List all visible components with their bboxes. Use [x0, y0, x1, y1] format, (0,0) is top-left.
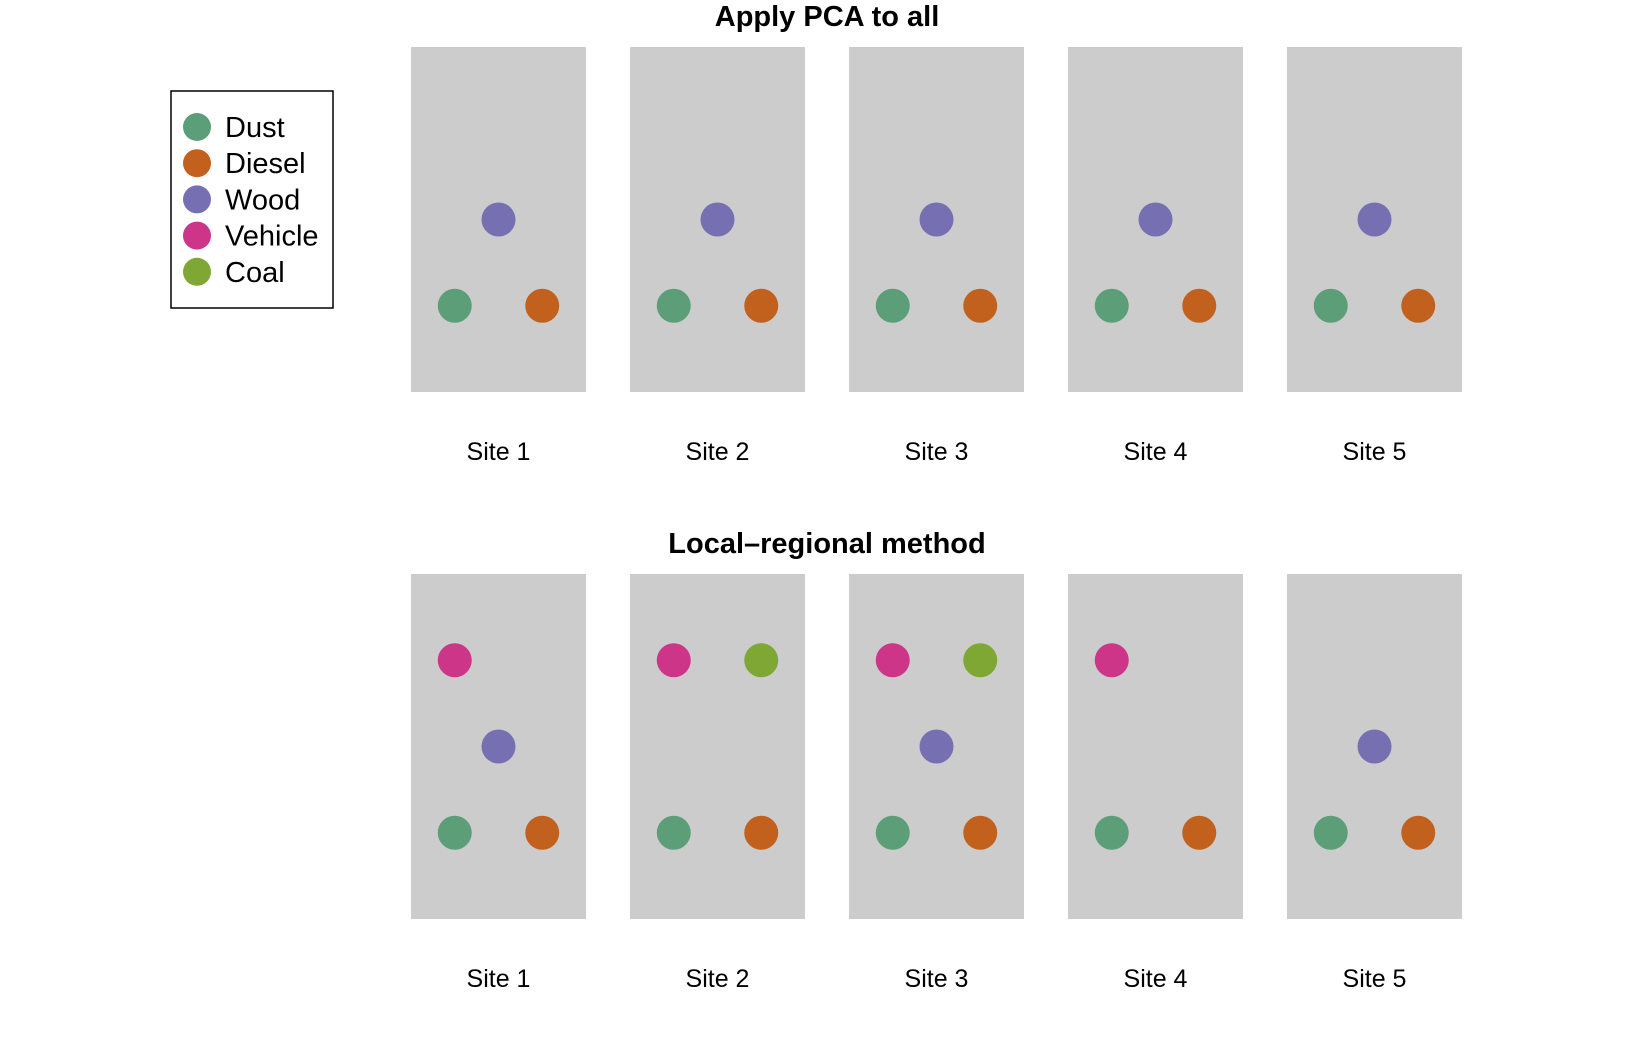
site-label: Site 1 — [467, 438, 531, 466]
site-4: Site 4 — [1068, 47, 1243, 466]
source-dot-diesel — [1182, 815, 1217, 850]
panel-title: Apply PCA to all — [715, 1, 940, 33]
source-dot-dust — [656, 288, 691, 323]
source-dot-diesel — [744, 815, 779, 850]
source-dot-dust — [1313, 815, 1348, 850]
site-label: Site 4 — [1124, 438, 1188, 466]
legend-label-vehicle: Vehicle — [225, 221, 319, 253]
legend-marker-vehicle — [183, 221, 211, 250]
source-dot-diesel — [744, 288, 779, 323]
site-label: Site 5 — [1343, 965, 1407, 993]
source-dot-wood — [919, 202, 954, 237]
source-dot-wood — [919, 729, 954, 764]
source-dot-wood — [1357, 202, 1392, 237]
site-label: Site 4 — [1124, 965, 1188, 993]
source-dot-dust — [656, 815, 691, 850]
site-box — [630, 574, 805, 919]
source-dot-diesel — [1401, 815, 1436, 850]
site-3: Site 3 — [849, 574, 1024, 993]
site-label: Site 2 — [686, 438, 750, 466]
legend-marker-dust — [183, 113, 211, 141]
site-3: Site 3 — [849, 47, 1024, 466]
legend-marker-coal — [183, 257, 211, 286]
source-dot-dust — [875, 815, 910, 850]
site-box — [1068, 574, 1243, 919]
source-dot-wood — [1138, 202, 1173, 237]
legend-marker-diesel — [183, 149, 211, 178]
legend-label-dust: Dust — [225, 112, 285, 144]
source-dot-dust — [1094, 288, 1129, 323]
source-dot-wood — [481, 202, 516, 237]
site-5: Site 5 — [1287, 47, 1462, 466]
source-dot-coal — [963, 643, 998, 678]
panel-2: Local–regional method Site 1 Site 2 Site 3 S… — [411, 528, 1462, 993]
legend-label-diesel: Diesel — [225, 148, 306, 180]
panel-title: Local–regional method — [668, 528, 985, 560]
site-4: Site 4 — [1068, 574, 1243, 993]
source-dot-coal — [744, 643, 779, 678]
site-label: Site 1 — [467, 965, 531, 993]
site-1: Site 1 — [411, 574, 586, 993]
source-dot-dust — [437, 288, 472, 323]
source-dot-vehicle — [1094, 643, 1129, 678]
legend: Dust Diesel Wood Vehicle Coal — [170, 90, 334, 309]
site-1: Site 1 — [411, 47, 586, 466]
source-dot-vehicle — [875, 643, 910, 678]
source-dot-wood — [700, 202, 735, 237]
source-dot-diesel — [1401, 288, 1436, 323]
source-dot-wood — [1357, 729, 1392, 764]
legend-label-wood: Wood — [225, 184, 300, 216]
source-dot-diesel — [963, 288, 998, 323]
source-dot-dust — [1313, 288, 1348, 323]
site-label: Site 2 — [686, 965, 750, 993]
site-5: Site 5 — [1287, 574, 1462, 993]
source-dot-dust — [875, 288, 910, 323]
site-label: Site 5 — [1343, 438, 1407, 466]
source-dot-vehicle — [656, 643, 691, 678]
source-dot-diesel — [1182, 288, 1217, 323]
source-dot-diesel — [525, 288, 560, 323]
panel-1: Apply PCA to all Site 1 Site 2 Site 3 Site 4… — [411, 1, 1462, 466]
source-dot-dust — [1094, 815, 1129, 850]
site-2: Site 2 — [630, 574, 805, 993]
site-2: Site 2 — [630, 47, 805, 466]
source-dot-diesel — [963, 815, 998, 850]
source-dot-dust — [437, 815, 472, 850]
source-dot-vehicle — [437, 643, 472, 678]
legend-label-coal: Coal — [225, 257, 285, 289]
source-dot-diesel — [525, 815, 560, 850]
source-dot-wood — [481, 729, 516, 764]
legend-marker-wood — [183, 185, 211, 214]
site-label: Site 3 — [905, 965, 969, 993]
site-label: Site 3 — [905, 438, 969, 466]
